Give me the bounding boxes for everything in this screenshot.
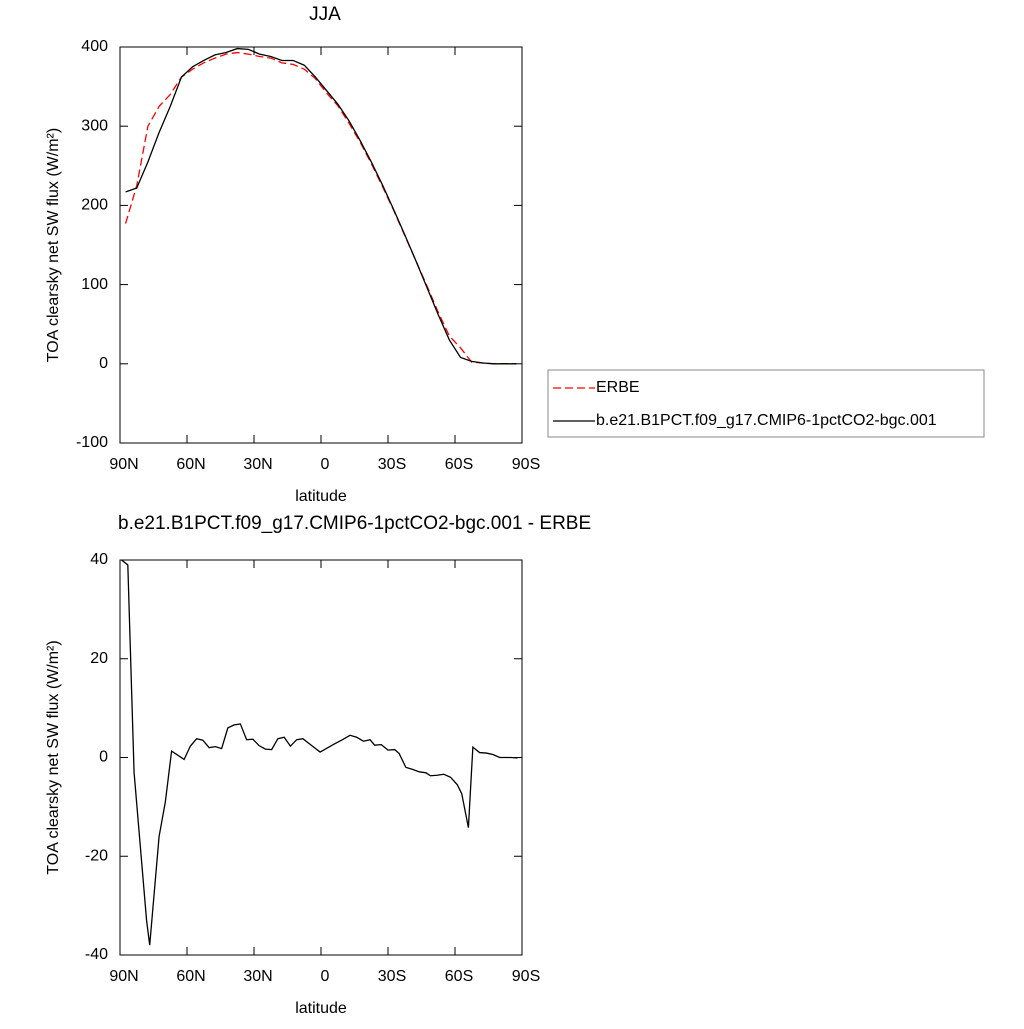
y-axis-label: TOA clearsky net SW flux (W/m²): [45, 128, 62, 362]
x-axis-label: latitude: [295, 488, 347, 505]
y-tick-label: -40: [85, 946, 108, 963]
x-tick-label: 30S: [378, 968, 406, 985]
x-tick-label: 60N: [176, 968, 205, 985]
chart-title: b.e21.B1PCT.f09_g17.CMIP6-1pctCO2-bgc.00…: [118, 513, 591, 534]
data-line: [124, 51, 517, 365]
x-axis-label: latitude: [295, 1000, 347, 1017]
x-tick-label: 30N: [243, 456, 272, 473]
y-tick-label: 400: [81, 38, 108, 55]
x-tick-label: 30N: [243, 968, 272, 985]
legend-label: b.e21.B1PCT.f09_g17.CMIP6-1pctCO2-bgc.00…: [596, 412, 937, 429]
x-tick-label: 0: [321, 968, 330, 985]
x-tick-label: 30S: [378, 456, 406, 473]
y-axis-label: TOA clearsky net SW flux (W/m²): [45, 640, 62, 874]
y-tick-label: 200: [81, 197, 108, 214]
legend-box: [547, 369, 985, 438]
y-tick-label: 20: [90, 650, 108, 667]
x-tick-label: 90N: [109, 456, 138, 473]
x-tick-label: 90S: [512, 968, 540, 985]
chart-title: JJA: [309, 4, 341, 25]
y-tick-label: 0: [99, 749, 108, 766]
plot-frame: [119, 46, 523, 444]
y-tick-label: -20: [85, 847, 108, 864]
y-tick-label: 0: [99, 355, 108, 372]
y-tick-label: 100: [81, 276, 108, 293]
x-tick-label: 60N: [176, 456, 205, 473]
data-line: [125, 47, 517, 365]
y-tick-label: -100: [76, 434, 108, 451]
x-tick-label: 90S: [512, 456, 540, 473]
legend-label: ERBE: [596, 379, 640, 396]
y-tick-label: 40: [90, 551, 108, 568]
x-tick-label: 0: [321, 456, 330, 473]
data-line: [121, 559, 518, 946]
y-tick-label: 300: [81, 117, 108, 134]
x-tick-label: 60S: [445, 968, 473, 985]
x-tick-label: 60S: [445, 456, 473, 473]
x-tick-label: 90N: [109, 968, 138, 985]
